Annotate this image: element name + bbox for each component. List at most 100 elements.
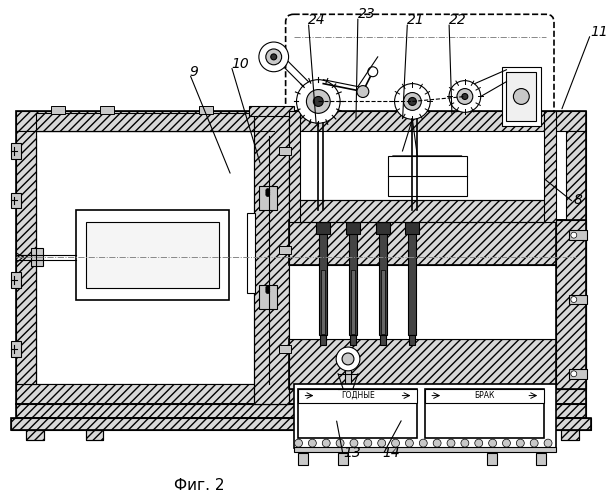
Circle shape <box>266 192 270 196</box>
Bar <box>556 220 586 388</box>
Text: 9: 9 <box>190 64 198 78</box>
Bar <box>487 453 496 465</box>
Bar <box>536 453 546 465</box>
Circle shape <box>447 439 455 447</box>
Circle shape <box>488 439 496 447</box>
Bar <box>491 430 509 440</box>
Bar <box>507 72 536 122</box>
Circle shape <box>266 49 282 65</box>
Bar <box>26 430 44 440</box>
Circle shape <box>364 439 371 447</box>
Bar <box>501 67 541 126</box>
Circle shape <box>357 86 369 98</box>
Bar <box>561 430 579 440</box>
Bar <box>289 339 566 388</box>
Circle shape <box>259 42 289 72</box>
Bar <box>76 210 229 300</box>
Bar <box>294 447 556 452</box>
Bar <box>406 222 419 234</box>
Bar <box>294 384 556 448</box>
Circle shape <box>457 88 473 104</box>
Circle shape <box>475 439 483 447</box>
Circle shape <box>336 347 360 371</box>
Circle shape <box>395 84 430 120</box>
Bar <box>278 147 291 155</box>
Bar <box>569 369 587 378</box>
Bar <box>345 369 351 388</box>
Bar <box>11 341 21 357</box>
Circle shape <box>266 190 270 194</box>
Text: ГОДНЫЕ: ГОДНЫЕ <box>341 391 375 400</box>
Circle shape <box>266 290 270 294</box>
Bar <box>346 222 360 234</box>
Circle shape <box>419 439 427 447</box>
Bar <box>254 112 289 404</box>
Bar <box>569 230 587 240</box>
Circle shape <box>408 98 416 106</box>
Bar <box>316 222 330 234</box>
Bar <box>351 270 355 334</box>
Bar <box>17 404 586 418</box>
Circle shape <box>323 439 330 447</box>
Text: 10: 10 <box>231 57 249 71</box>
Bar <box>387 156 467 196</box>
Bar <box>11 143 21 159</box>
Circle shape <box>313 96 323 106</box>
Circle shape <box>392 439 400 447</box>
Bar <box>100 106 114 114</box>
Circle shape <box>266 286 270 290</box>
Bar <box>11 418 591 430</box>
Circle shape <box>513 88 529 104</box>
Bar <box>299 388 417 438</box>
Bar <box>31 248 43 266</box>
Circle shape <box>571 232 577 238</box>
Bar <box>376 222 390 234</box>
Bar <box>278 246 291 254</box>
Bar <box>321 270 325 334</box>
Text: 8: 8 <box>574 194 583 207</box>
Bar <box>17 112 586 404</box>
Bar <box>381 270 385 334</box>
Bar <box>17 131 36 384</box>
Bar <box>200 106 214 114</box>
Text: 13: 13 <box>343 446 361 460</box>
Bar <box>379 335 386 345</box>
Circle shape <box>266 188 270 192</box>
Circle shape <box>308 439 316 447</box>
Bar <box>11 418 591 430</box>
Bar <box>289 220 566 265</box>
Bar <box>491 430 509 440</box>
Bar <box>36 114 274 131</box>
Text: 23: 23 <box>358 8 376 22</box>
Bar <box>17 384 586 404</box>
Circle shape <box>462 94 468 100</box>
Bar <box>425 388 544 402</box>
Text: 14: 14 <box>382 446 400 460</box>
Circle shape <box>517 439 524 447</box>
Bar <box>26 430 44 440</box>
Circle shape <box>336 439 344 447</box>
FancyBboxPatch shape <box>286 14 554 224</box>
Circle shape <box>296 80 340 123</box>
Bar <box>299 388 417 402</box>
Bar <box>51 106 65 114</box>
Text: 22: 22 <box>449 13 467 27</box>
Bar <box>566 131 586 384</box>
Circle shape <box>433 439 441 447</box>
Bar <box>259 186 277 210</box>
Circle shape <box>271 54 277 60</box>
Bar <box>259 284 277 310</box>
Bar <box>247 214 255 292</box>
Circle shape <box>571 296 577 302</box>
Bar <box>289 112 300 222</box>
Circle shape <box>461 439 469 447</box>
Bar <box>561 430 579 440</box>
Bar <box>379 228 387 335</box>
Circle shape <box>307 90 330 114</box>
Bar <box>409 335 416 345</box>
Bar <box>86 222 219 288</box>
Bar <box>17 404 586 418</box>
Circle shape <box>368 67 378 76</box>
Bar <box>319 228 327 335</box>
Circle shape <box>544 439 552 447</box>
